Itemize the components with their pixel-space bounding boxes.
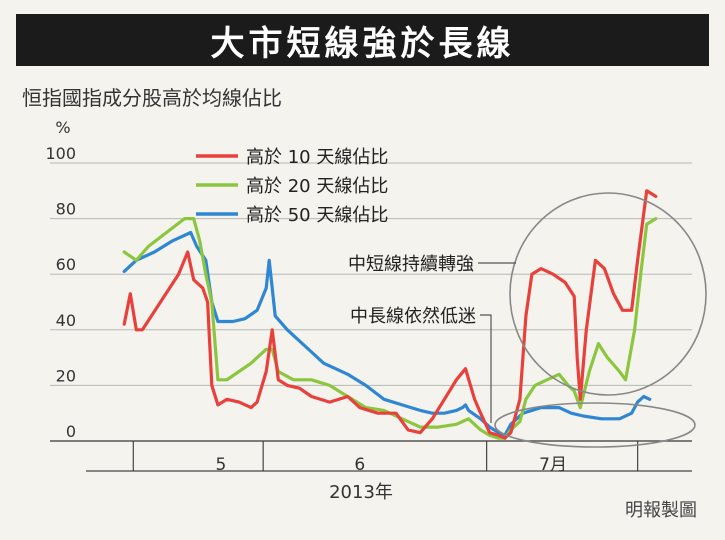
chart-title-bar: 大市短線強於長線 <box>16 14 709 66</box>
x-tick-label: 7月 <box>539 455 567 475</box>
legend-label: 高於 20 天線佔比 <box>246 176 388 197</box>
annotation-text: 中長線依然低迷 <box>350 306 476 327</box>
legend-label: 高於 10 天線佔比 <box>246 147 388 168</box>
series-line-1 <box>122 189 658 440</box>
series-line-3 <box>122 230 652 437</box>
y-axis-unit: % <box>55 118 70 137</box>
annotation-leader <box>480 314 492 423</box>
highlight-ellipse <box>494 402 696 448</box>
chart-title: 大市短線強於長線 <box>210 23 515 64</box>
y-tick-label: 40 <box>56 311 76 330</box>
y-tick-label: 60 <box>56 255 76 274</box>
series-line-2 <box>122 217 658 440</box>
y-tick-label: 80 <box>56 200 76 219</box>
x-axis-label: 2013年 <box>329 482 393 503</box>
x-tick-label: 6 <box>354 455 365 475</box>
highlight-ellipse <box>509 192 707 396</box>
y-tick-label: 0 <box>66 422 76 441</box>
credit-label: 明報製圖 <box>625 500 697 521</box>
x-tick-label: 5 <box>215 455 226 475</box>
chart-subtitle: 恒指國指成分股高於均線佔比 <box>22 86 282 110</box>
annotation-text: 中短線持續轉強 <box>348 254 474 275</box>
legend-label: 高於 50 天線佔比 <box>246 205 388 226</box>
y-tick-label: 100 <box>45 144 76 163</box>
y-tick-label: 20 <box>56 366 76 385</box>
